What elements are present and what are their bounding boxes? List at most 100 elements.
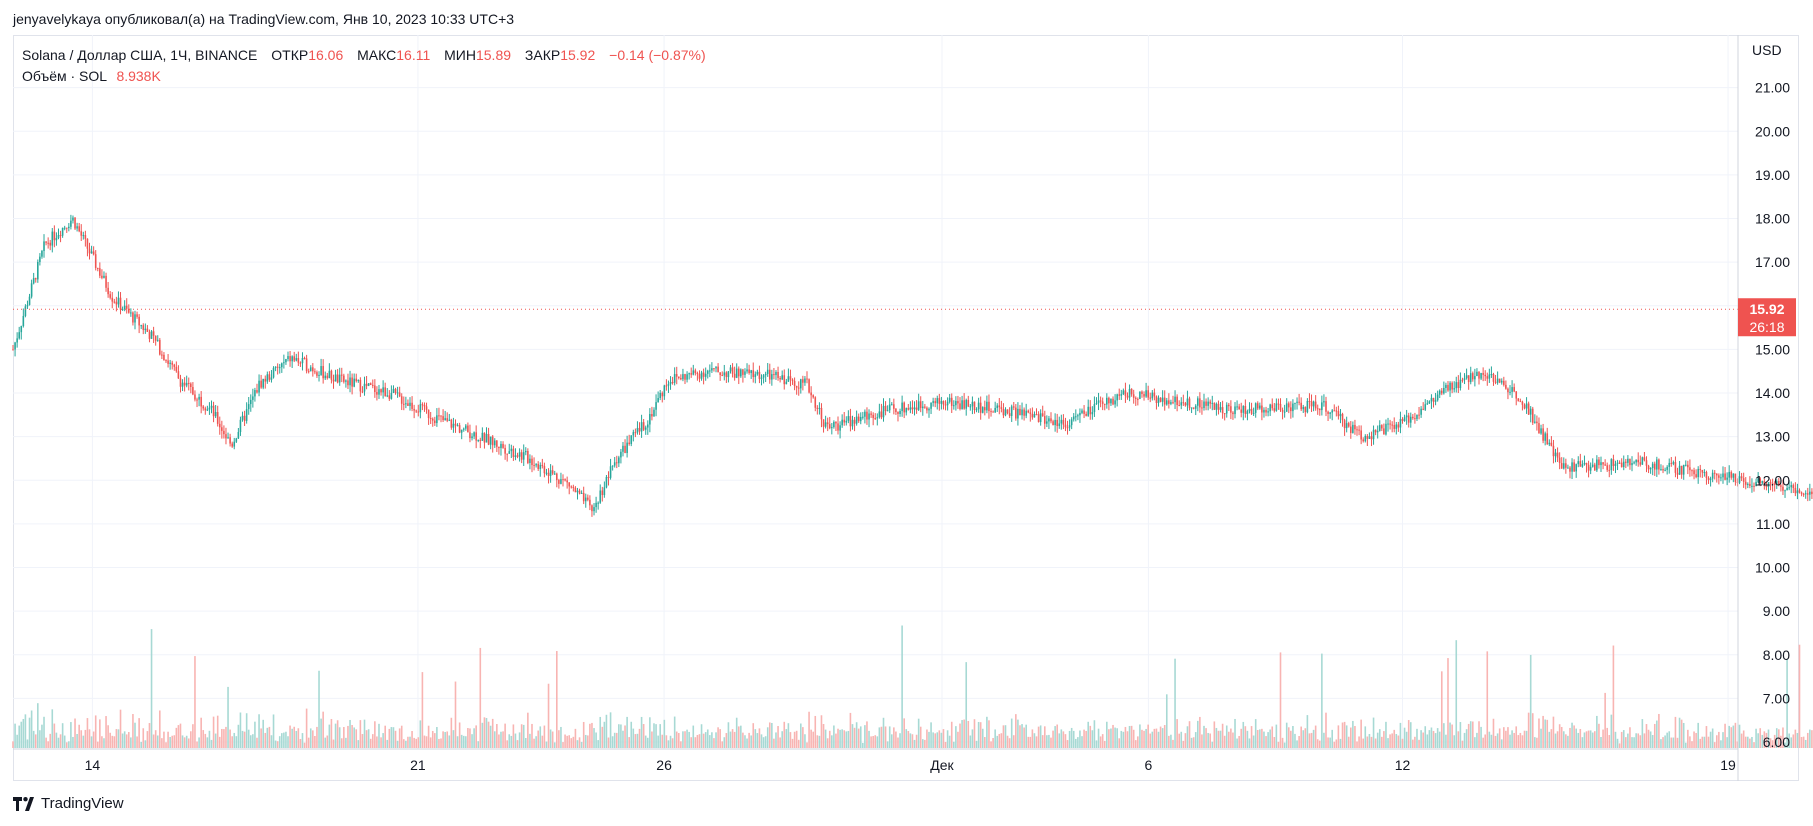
candle-body xyxy=(1114,400,1116,405)
candle-body xyxy=(498,446,500,449)
volume-bar xyxy=(212,716,215,748)
volume-bar xyxy=(882,717,885,748)
volume-bar xyxy=(1333,741,1336,748)
candle-body xyxy=(1577,461,1580,465)
volume-bar xyxy=(86,718,89,748)
candle-body xyxy=(402,403,405,405)
volume-bar xyxy=(214,733,217,748)
volume-bar xyxy=(539,726,542,748)
volume-bar xyxy=(1006,735,1009,748)
volume-bar xyxy=(597,740,599,748)
candle-body xyxy=(632,432,635,436)
candle-body xyxy=(622,445,624,452)
volume-bar xyxy=(272,714,275,748)
candle-body xyxy=(1325,401,1327,412)
candle-body xyxy=(1565,463,1567,468)
volume-bar xyxy=(1554,733,1557,748)
volume-bar xyxy=(1480,726,1482,748)
volume-bar xyxy=(1751,736,1753,748)
volume-bar xyxy=(1645,724,1648,748)
candle-body xyxy=(1087,406,1090,416)
candle-body xyxy=(818,407,821,409)
volume-bar xyxy=(165,742,167,748)
candle-body xyxy=(640,422,643,432)
candle-body xyxy=(429,418,432,420)
chart-frame[interactable] xyxy=(13,35,1799,781)
volume-bar xyxy=(57,737,60,748)
candle-body xyxy=(1234,406,1236,415)
candle-body xyxy=(187,382,190,384)
candle-body xyxy=(113,301,116,303)
volume-bar xyxy=(1228,731,1230,748)
candle-body xyxy=(45,241,47,243)
legend-ohlc-row: Solana / Доллар США, 1Ч, BINANCE ОТКР16.… xyxy=(22,45,706,66)
volume-bar xyxy=(518,732,521,748)
volume-bar xyxy=(1618,743,1621,748)
candle-body xyxy=(862,416,864,418)
volume-bar xyxy=(142,728,145,748)
volume-bar xyxy=(458,722,461,748)
volume-bar xyxy=(169,736,171,748)
volume-bar xyxy=(564,734,566,748)
candle-body xyxy=(692,370,695,375)
volume-bar xyxy=(1327,737,1329,748)
candle-body xyxy=(1703,472,1706,474)
candle-body xyxy=(1600,462,1602,466)
volume-bar xyxy=(1261,728,1263,748)
volume-bar xyxy=(1087,721,1090,748)
volume-bar xyxy=(1391,733,1393,748)
volume-bar xyxy=(1316,739,1319,748)
volume-bar xyxy=(587,735,589,748)
volume-bar xyxy=(479,647,482,748)
candle-body xyxy=(241,415,244,420)
volume-bar xyxy=(1693,731,1695,748)
candle-body xyxy=(1608,469,1611,471)
price-tick-label: 13.00 xyxy=(1755,429,1790,445)
volume-bar xyxy=(853,727,856,748)
volume-bar xyxy=(919,726,922,748)
volume-bar xyxy=(498,734,500,748)
volume-bar xyxy=(872,736,874,748)
volume-bar xyxy=(1732,725,1735,748)
candle-body xyxy=(574,487,577,493)
candle-body xyxy=(977,402,980,410)
volume-bar xyxy=(465,736,467,748)
candle-body xyxy=(785,381,788,385)
candle-body xyxy=(613,462,616,466)
candle-body xyxy=(531,458,533,466)
volume-bar xyxy=(163,731,165,748)
volume-bar xyxy=(717,727,719,748)
candle-body xyxy=(227,437,229,439)
candle-body xyxy=(1527,403,1530,415)
last-price-value: 15.92 xyxy=(1749,301,1784,317)
volume-bar xyxy=(295,730,298,748)
volume-bar xyxy=(45,737,47,748)
volume-bar xyxy=(109,732,111,748)
volume-bar xyxy=(814,715,817,748)
candle-body xyxy=(630,435,633,444)
volume-bar xyxy=(221,728,223,748)
candle-body xyxy=(361,391,364,393)
volume-bar xyxy=(711,732,713,748)
footer-brand[interactable]: TradingView xyxy=(13,795,124,812)
volume-bar xyxy=(1083,729,1085,748)
volume-bar xyxy=(1290,730,1292,748)
volume-bar xyxy=(1668,731,1671,748)
candle-body xyxy=(1374,429,1377,433)
volume-bar xyxy=(886,741,889,748)
candle-body xyxy=(183,382,186,386)
volume-bar xyxy=(1747,736,1749,748)
volume-bar xyxy=(407,736,409,748)
legend-open-label: ОТКР xyxy=(271,47,309,63)
volume-bar xyxy=(1593,731,1596,748)
volume-bar xyxy=(14,723,16,748)
volume-bar xyxy=(1409,722,1412,748)
candle-body xyxy=(971,401,974,407)
volume-bar xyxy=(545,741,548,748)
candle-body xyxy=(386,395,389,397)
candle-body xyxy=(1562,463,1565,469)
volume-bar xyxy=(1277,741,1280,748)
volume-bar xyxy=(1434,733,1437,748)
candle-body xyxy=(1163,397,1166,405)
